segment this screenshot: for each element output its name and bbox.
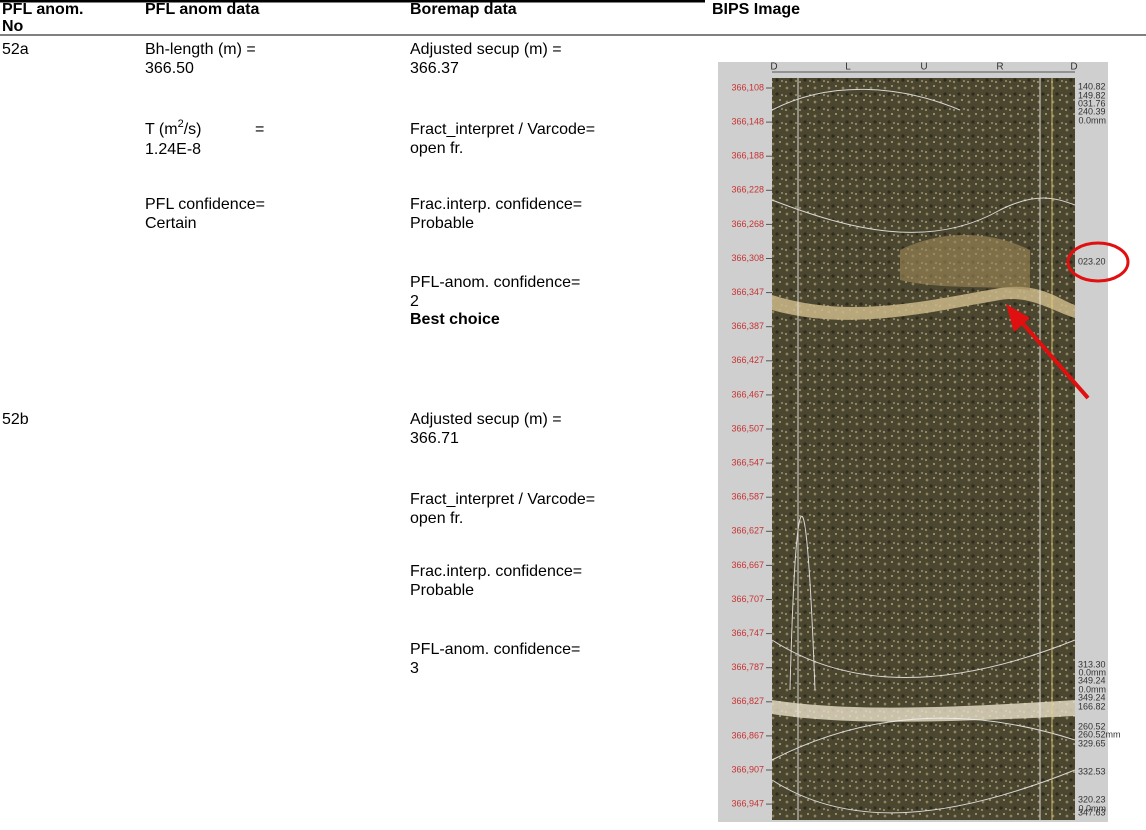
- field-value: 366.50: [145, 60, 194, 77]
- depth-label: 366,667: [731, 560, 764, 570]
- column-header: No: [2, 18, 24, 35]
- annotation: 0.0mm: [1078, 684, 1106, 694]
- depth-label: 366,148: [731, 116, 764, 126]
- depth-label: 366,228: [731, 185, 764, 195]
- annotation: 240.39: [1078, 106, 1106, 116]
- trace: [771, 88, 961, 111]
- trace: [789, 515, 816, 691]
- orientation-label: D: [770, 62, 777, 73]
- depth-label: 366,467: [731, 389, 764, 399]
- column-header: PFL anom data: [145, 1, 259, 18]
- field-label: Frac.interp. confidence=: [410, 563, 582, 580]
- depth-label: 366,907: [731, 764, 764, 774]
- superscript: 2: [178, 118, 184, 130]
- depth-label: 366,507: [731, 423, 764, 433]
- column-header: Boremap data: [410, 1, 517, 18]
- trace: [771, 197, 1076, 233]
- fracture-band: [772, 700, 1075, 722]
- depth-label: 366,427: [731, 355, 764, 365]
- field-value: 3: [410, 660, 419, 677]
- highlight-arrow: [1016, 316, 1090, 400]
- annotation: 260.52: [1078, 721, 1106, 731]
- field-value: Probable: [410, 582, 474, 599]
- arrow-head: [1006, 304, 1030, 332]
- annotation: 329.65: [1078, 738, 1106, 748]
- depth-label: 366,547: [731, 457, 764, 467]
- fracture-band: [772, 286, 1075, 320]
- field-value: Certain: [145, 215, 197, 232]
- field-label: PFL-anom. confidence=: [410, 641, 580, 658]
- orientation-label: R: [996, 62, 1003, 73]
- anomaly-id: 52b: [2, 411, 29, 428]
- depth-label: 366,108: [731, 82, 764, 92]
- annotation: 349.24: [1078, 675, 1106, 685]
- note: Best choice: [410, 311, 500, 328]
- field-value: 366.37: [410, 60, 459, 77]
- depth-label: 366,947: [731, 798, 764, 808]
- field-label: Adjusted secup (m) =: [410, 411, 562, 428]
- label-part: /s): [184, 121, 202, 138]
- column-header: BIPS Image: [712, 1, 800, 18]
- annotation: 0.0mm: [1078, 803, 1106, 813]
- depth-label: 366,627: [731, 526, 764, 536]
- field-label: Fract_interpret / Varcode=: [410, 491, 595, 508]
- field-label: T (m2/s): [145, 118, 202, 138]
- bips-image: D L U R D 366,108 366,148 366,188 366,228 366,268…: [718, 62, 1130, 822]
- field-label: Bh-length (m) =: [145, 41, 256, 58]
- annotation: 347.63: [1078, 807, 1106, 817]
- depth-label: 366,787: [731, 662, 764, 672]
- field-label: PFL-anom. confidence=: [410, 274, 580, 291]
- annotation: 166.82: [1078, 701, 1106, 711]
- annotation: 332.53: [1078, 766, 1106, 776]
- orientation-label: D: [1070, 62, 1077, 73]
- field-label: Frac.interp. confidence=: [410, 196, 582, 213]
- annotation: 031.76: [1078, 98, 1106, 108]
- field-value: open fr.: [410, 140, 463, 157]
- column-header: PFL anom.: [2, 1, 84, 18]
- depth-label: 366,308: [731, 253, 764, 263]
- depth-label: 366,867: [731, 730, 764, 740]
- trace: [771, 639, 1076, 678]
- depth-label: 366,347: [731, 287, 764, 297]
- anomaly-id: 52a: [2, 41, 29, 58]
- depth-label: 366,707: [731, 594, 764, 604]
- trace: [771, 717, 1076, 761]
- field-label: Adjusted secup (m) =: [410, 41, 562, 58]
- field-label: Fract_interpret / Varcode=: [410, 121, 595, 138]
- annotation: 023.20: [1078, 256, 1106, 266]
- depth-label: 366,387: [731, 321, 764, 331]
- depth-label: 366,827: [731, 696, 764, 706]
- annotation: 260.52mm: [1078, 729, 1121, 739]
- highlight-circle: [1066, 241, 1130, 283]
- annotation: 349.24: [1078, 692, 1106, 702]
- field-label: PFL confidence=: [145, 196, 265, 213]
- borehole-image: [772, 78, 1075, 820]
- field-value: 366.71: [410, 430, 459, 447]
- depth-label: 366,587: [731, 492, 764, 502]
- annotation: 320.23: [1078, 794, 1106, 804]
- field-value: Probable: [410, 215, 474, 232]
- field-value: open fr.: [410, 510, 463, 527]
- depth-label: 366,747: [731, 628, 764, 638]
- annotation: 149.82: [1078, 90, 1106, 100]
- label-part: T (m: [145, 121, 178, 138]
- equals-sign: =: [255, 121, 264, 138]
- annotation: 0.0mm: [1078, 115, 1106, 125]
- orientation-label: U: [920, 62, 927, 73]
- depth-label: 366,188: [731, 151, 764, 161]
- annotation: 140.82: [1078, 81, 1106, 91]
- trace: [771, 769, 1076, 814]
- annotation: 0.0mm: [1078, 667, 1106, 677]
- field-value: 1.24E-8: [145, 141, 201, 158]
- field-value: 2: [410, 293, 419, 310]
- staining: [900, 235, 1030, 290]
- annotation: 313.30: [1078, 659, 1106, 669]
- depth-label: 366,268: [731, 219, 764, 229]
- orientation-label: L: [845, 62, 851, 73]
